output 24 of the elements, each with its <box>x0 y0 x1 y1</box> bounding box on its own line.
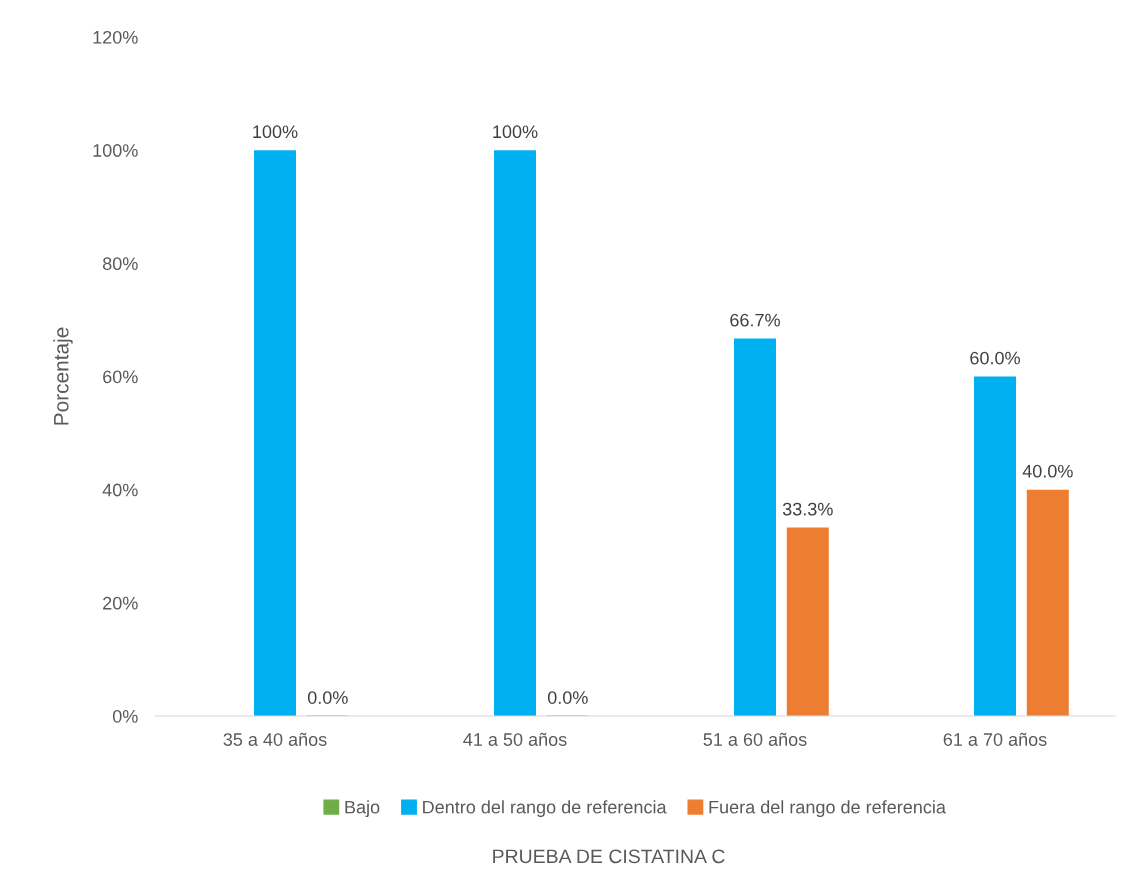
x-tick-label: 35 a 40 años <box>223 732 327 746</box>
legend-label: Bajo <box>345 800 380 818</box>
x-tick-label: 41 a 50 años <box>463 732 567 746</box>
data-label: 0.0% <box>307 691 348 704</box>
x-tick-label: 51 a 60 años <box>703 732 807 746</box>
y-tick-label: 120% <box>93 30 138 44</box>
y-tick-label: 100% <box>93 144 138 157</box>
y-tick-label: 80% <box>102 257 138 271</box>
legend-label: Dentro del rango de referencia <box>423 800 667 818</box>
y-axis-title: Porcentaje <box>53 327 73 425</box>
x-tick-label: 61 a 70 años <box>943 732 1047 746</box>
y-tick-label: 60% <box>103 370 138 384</box>
data-label: 66.7% <box>730 313 780 327</box>
data-label: 60.0% <box>970 351 1020 365</box>
data-label: 100% <box>493 125 538 139</box>
data-label: 33.3% <box>782 502 833 516</box>
data-label: 100% <box>253 125 298 139</box>
y-tick-label: 0% <box>112 709 138 723</box>
y-tick-label: 40% <box>102 483 138 497</box>
legend-label: Fuera del rango de referencia <box>709 800 946 818</box>
y-tick-label: 20% <box>103 596 138 610</box>
data-label: 0.0% <box>547 691 588 704</box>
data-label: 40.0% <box>1022 464 1073 478</box>
text: PRUEBA DE CISTATINA C <box>493 849 725 864</box>
